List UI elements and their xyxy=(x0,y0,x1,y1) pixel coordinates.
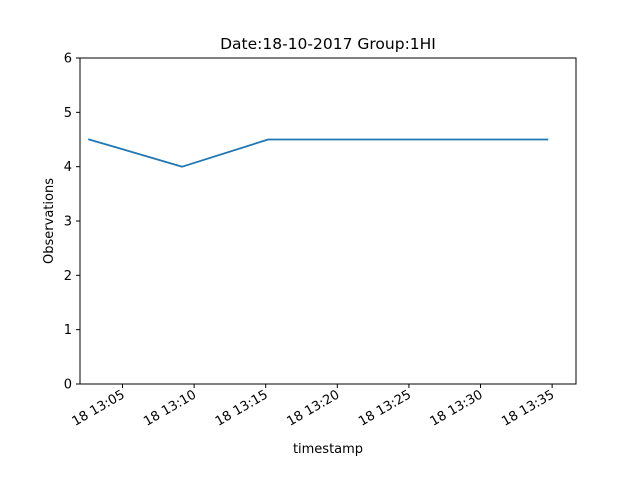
y-tick-label: 6 xyxy=(64,52,72,67)
y-tick-label: 4 xyxy=(64,160,72,175)
y-tick-label: 0 xyxy=(64,378,72,393)
y-tick-label: 1 xyxy=(64,323,72,338)
y-tick-label: 3 xyxy=(64,215,72,230)
y-tick-label: 2 xyxy=(64,269,72,284)
chart-title: Date:18-10-2017 Group:1HI xyxy=(220,35,436,53)
x-axis-label: timestamp xyxy=(293,442,363,457)
y-axis-label: Observations xyxy=(42,178,57,264)
axes-frame xyxy=(79,57,577,385)
series-line-0 xyxy=(87,138,549,168)
y-tick-label: 5 xyxy=(64,106,72,121)
